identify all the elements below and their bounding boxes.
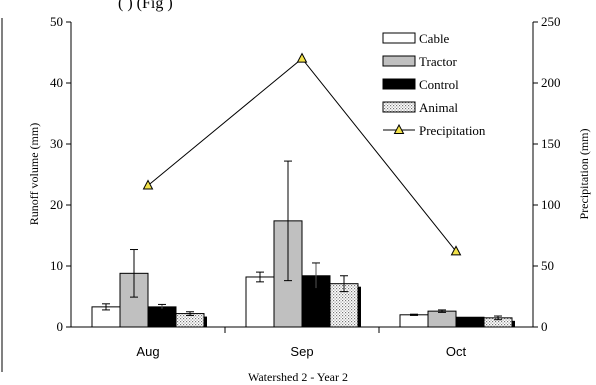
y2-tick-label: 0 — [541, 319, 548, 334]
bar-control — [455, 316, 485, 328]
y2-axis-title: Precipitation (mm) — [577, 129, 591, 220]
y2-tick-label: 150 — [541, 136, 561, 151]
plot-area: 0 10 20 30 40 50 0 50 100 150 200 250 Aug Sep Oct Cable… — [50, 14, 561, 359]
legend-swatch — [382, 55, 416, 67]
x-axis-title: Watershed 2 - Year 2 — [248, 370, 348, 384]
legend-marker — [393, 123, 405, 134]
legend-label: Control — [419, 77, 459, 92]
y2-tick-label: 250 — [541, 14, 561, 29]
top-text-fragment: ( ) (Fig ) — [118, 0, 173, 12]
legend-swatch — [382, 32, 416, 44]
precipitation-marker — [296, 52, 308, 63]
bar-cable — [245, 276, 275, 328]
y-tick-label: 0 — [57, 319, 64, 334]
y-axis-title: Runoff volume (mm) — [27, 123, 41, 225]
y-tick-label: 30 — [50, 136, 63, 151]
y-tick-label: 20 — [50, 197, 63, 212]
legend-label: Precipitation — [419, 123, 486, 138]
y-tick-label: 10 — [50, 258, 63, 273]
legend-label: Cable — [419, 31, 450, 46]
bar-tractor — [427, 310, 457, 328]
legend-swatch — [382, 101, 416, 113]
x-tick-label: Aug — [136, 344, 159, 359]
y-tick-label: 40 — [50, 75, 63, 90]
x-tick-label: Oct — [446, 344, 467, 359]
legend-swatch — [382, 78, 416, 90]
bar-cable — [399, 314, 429, 328]
legend-label: Tractor — [419, 54, 457, 69]
legend-label: Animal — [419, 100, 458, 115]
x-tick-label: Sep — [290, 344, 313, 359]
y2-tick-label: 100 — [541, 197, 561, 212]
precipitation-marker — [450, 245, 462, 256]
bar-control — [147, 306, 177, 328]
y2-tick-label: 50 — [541, 258, 554, 273]
y2-tick-label: 200 — [541, 75, 561, 90]
y-tick-label: 50 — [50, 14, 63, 29]
precipitation-marker — [142, 179, 154, 190]
